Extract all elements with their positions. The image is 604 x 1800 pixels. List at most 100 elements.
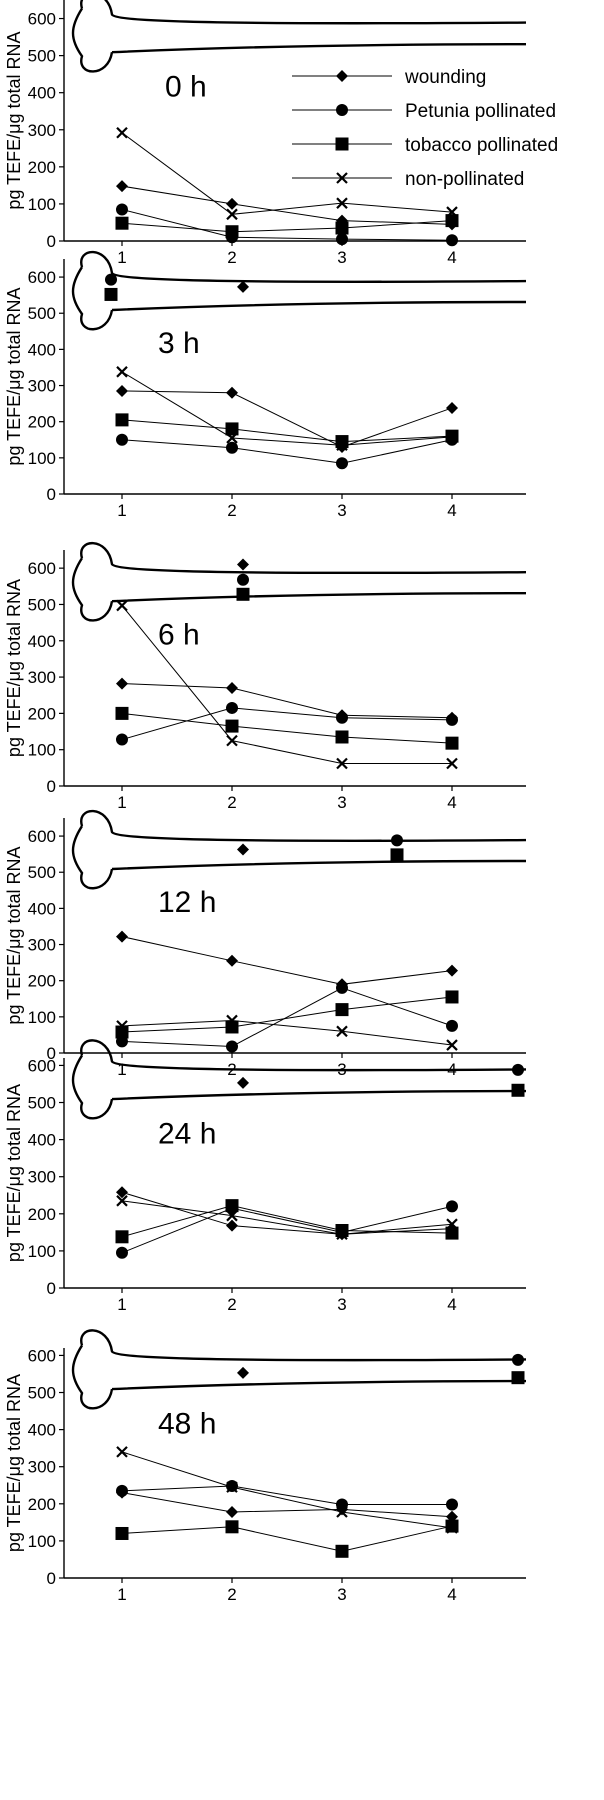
- y-tick-label: 600: [28, 1346, 56, 1365]
- data-point: [335, 1544, 349, 1558]
- panel-title: 12 h: [158, 886, 216, 919]
- series-line: [121, 605, 452, 764]
- outlier-point: [511, 1083, 525, 1097]
- chart-panel-3-h: 0 100 200 300 400 500 600 1 2 3 4 pg TEFE/μg total …: [4, 250, 527, 520]
- data-point: [116, 366, 128, 378]
- data-point: [336, 439, 348, 451]
- x-tick-label: 3: [337, 501, 346, 520]
- outlier-point: [236, 587, 250, 601]
- data-point: [226, 1014, 238, 1027]
- series-tobacco-pollinated: [115, 990, 459, 1039]
- bone-outline-icon: [71, 250, 527, 331]
- y-axis-label: pg TEFE/μg total RNA: [4, 1374, 24, 1552]
- data-point: [226, 1040, 238, 1053]
- legend-marker-cross-icon: [336, 172, 348, 184]
- y-tick-label: 500: [28, 47, 56, 66]
- data-point: [446, 206, 458, 218]
- y-tick-label: 0: [47, 1044, 56, 1063]
- y-tick-label: 300: [28, 121, 56, 140]
- series-line: [121, 220, 453, 233]
- series-tobacco-pollinated: [115, 214, 459, 239]
- data-point: [226, 1481, 238, 1493]
- data-point: [445, 990, 459, 1004]
- chart-panel-0-h: 0 100 200 300 400 500 600 1 2 3 4 pg TEFE/μg total …: [4, 0, 527, 267]
- data-point: [446, 431, 458, 443]
- series-line: [121, 1205, 453, 1238]
- data-point: [116, 733, 128, 746]
- bone-outline-icon: [71, 809, 527, 890]
- legend-marker-square-icon: [335, 137, 349, 151]
- x-tick-label: 1: [117, 501, 126, 520]
- outlier-point: [237, 1076, 249, 1089]
- y-tick-label: 200: [28, 158, 56, 177]
- series-wounding: [116, 930, 458, 991]
- series-line: [121, 1525, 453, 1552]
- x-tick-label: 1: [117, 793, 126, 812]
- y-tick-label: 400: [28, 1131, 56, 1150]
- series-petunia-pollinated: [116, 1480, 458, 1511]
- y-tick-label: 600: [28, 1056, 56, 1075]
- series-tobacco-pollinated: [115, 1519, 459, 1558]
- x-tick-label: 3: [337, 793, 346, 812]
- data-point: [446, 1218, 458, 1230]
- series-petunia-pollinated: [116, 981, 458, 1053]
- x-tick-label: 4: [447, 248, 456, 267]
- data-point: [116, 1446, 128, 1458]
- series-wounding: [116, 677, 458, 724]
- chart-panel-48-h: 0 100 200 300 400 500 600 1 2 3 4 pg TEFE/μg total …: [4, 1329, 527, 1604]
- data-point: [226, 734, 238, 747]
- x-tick-label: 2: [227, 248, 236, 267]
- y-tick-label: 500: [28, 863, 56, 882]
- outlier-point: [512, 1063, 524, 1076]
- series-line: [121, 987, 453, 1047]
- y-tick-label: 100: [28, 741, 56, 760]
- x-tick-label: 1: [117, 1060, 126, 1079]
- chart-panel-24-h: 0 100 200 300 400 500 600 1 2 3 4 pg TEFE/μg total …: [4, 1039, 527, 1314]
- data-point: [336, 981, 348, 994]
- data-point: [115, 1025, 129, 1039]
- x-tick-label: 4: [447, 1585, 456, 1604]
- outlier-point: [390, 848, 404, 862]
- data-point: [226, 954, 238, 967]
- data-point: [445, 1519, 459, 1533]
- x-tick-label: 2: [227, 1295, 236, 1314]
- chart-panel-6-h: 0 100 200 300 400 500 600 1 2 3 4 pg TEFE/μg total …: [4, 541, 527, 812]
- data-point: [116, 1246, 128, 1259]
- series-line: [121, 712, 453, 744]
- series-non-pollinated: [116, 1446, 458, 1534]
- y-tick-label: 500: [28, 595, 56, 614]
- data-point: [225, 719, 239, 733]
- data-point: [446, 757, 458, 770]
- series-line: [121, 132, 453, 215]
- data-point: [336, 233, 348, 246]
- legend-marker-diamond-icon: [336, 70, 348, 82]
- data-point: [335, 730, 349, 744]
- legend-marker-circle-icon: [336, 104, 348, 116]
- data-point: [336, 457, 348, 470]
- x-tick-label: 3: [337, 248, 346, 267]
- y-axis-label: pg TEFE/μg total RNA: [4, 1084, 24, 1262]
- data-point: [226, 1505, 238, 1518]
- outlier-point: [512, 1353, 524, 1366]
- outlier-point: [104, 287, 118, 301]
- series-non-pollinated: [116, 126, 458, 221]
- outlier-point: [237, 573, 249, 586]
- y-tick-label: 300: [28, 1168, 56, 1187]
- series-petunia-pollinated: [116, 203, 458, 247]
- data-point: [226, 208, 238, 221]
- x-tick-label: 1: [117, 248, 126, 267]
- y-tick-label: 200: [28, 972, 56, 991]
- data-point: [226, 1209, 238, 1222]
- data-point: [225, 422, 239, 436]
- series-tobacco-pollinated: [115, 706, 459, 750]
- series-non-pollinated: [116, 366, 458, 451]
- outlier-point: [237, 280, 249, 293]
- x-tick-label: 4: [447, 793, 456, 812]
- series-line: [121, 1205, 453, 1254]
- y-tick-label: 100: [28, 1242, 56, 1261]
- y-tick-label: 200: [28, 1205, 56, 1224]
- y-tick-label: 500: [28, 1094, 56, 1113]
- outlier-point: [391, 834, 403, 847]
- data-point: [336, 197, 348, 209]
